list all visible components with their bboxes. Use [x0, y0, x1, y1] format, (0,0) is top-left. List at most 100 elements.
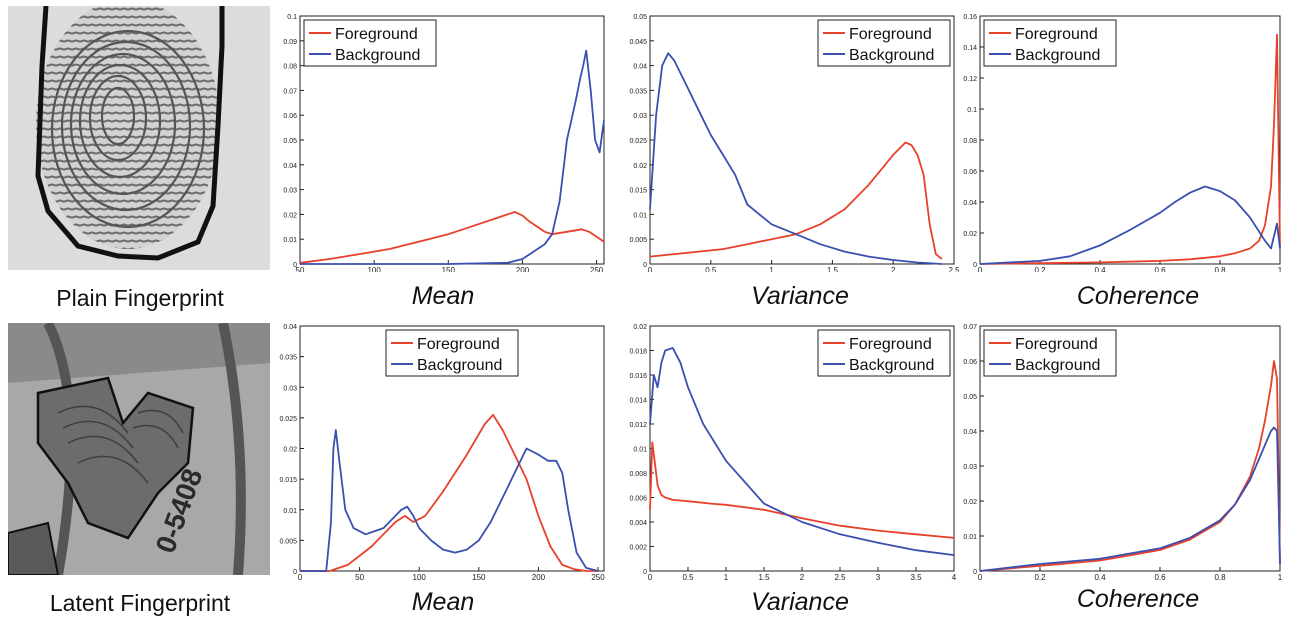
xlabel-variance-plain: Variance — [751, 282, 849, 310]
chart-svg: 0 0.2 0.4 0.6 0.8 1 0 0.01 0.02 0.03 0.04 0.05 0.06 0… — [963, 324, 1283, 582]
xlabel-mean-latent: Mean — [411, 588, 475, 616]
y-tick-label: 0.1 — [967, 107, 977, 114]
y-tick-label: 0.018 — [629, 349, 647, 356]
series-line-foreground — [300, 413, 598, 572]
series-line-foreground — [649, 441, 955, 539]
x-tick-label: 2 — [891, 266, 896, 272]
xlabel-variance-latent: Variance — [751, 588, 849, 616]
y-tick-label: 0.05 — [963, 394, 977, 401]
y-tick-label: 0.06 — [283, 113, 297, 120]
x-tick-label: 150 — [472, 573, 486, 582]
legend: Foreground Background — [303, 19, 437, 67]
y-tick-label: 0.04 — [633, 64, 647, 71]
series-line-background — [649, 347, 955, 556]
y-tick-label: 0.01 — [633, 212, 647, 219]
x-tick-label: 0.5 — [682, 573, 694, 582]
y-tick-label: 0.016 — [629, 373, 647, 380]
legend-label-foreground: Foreground — [849, 26, 932, 43]
legend-label-background: Background — [417, 357, 502, 374]
y-tick-label: 0.012 — [629, 422, 647, 429]
y-tick-label: 0.01 — [283, 237, 297, 244]
y-tick-label: 0.07 — [963, 324, 977, 331]
x-tick-label: 0.2 — [1034, 266, 1046, 272]
x-tick-label: 250 — [591, 573, 605, 582]
y-tick-label: 0.04 — [963, 200, 977, 207]
y-tick-label: 0.14 — [963, 45, 977, 52]
x-tick-label: 50 — [355, 573, 364, 582]
y-tick-label: 0.02 — [633, 163, 647, 170]
series-line-foreground — [979, 33, 1281, 265]
chart-mean-plain: 50 100 150 200 250 0 0.01 0.02 0.03 0.04 0.05 0.06 0… — [278, 10, 608, 277]
x-tick-label: 0.6 — [1154, 266, 1166, 272]
legend-label-background: Background — [1015, 357, 1100, 374]
x-tick-label: 3 — [876, 573, 881, 582]
legend-label-foreground: Foreground — [849, 336, 932, 353]
xlabel-mean-plain: Mean — [411, 282, 475, 310]
x-tick-label: 1 — [1278, 573, 1283, 582]
y-tick-label: 0.014 — [629, 398, 647, 405]
chart-mean-latent: 0 50 100 150 200 250 0 0.005 0.01 0.015 0.02 0.025 0… — [278, 320, 608, 591]
series-line-background — [300, 429, 599, 572]
x-tick-label: 0 — [648, 266, 653, 272]
plain-fingerprint-image — [8, 6, 270, 270]
y-tick-label: 0.03 — [283, 385, 297, 392]
xlabel-coherence-plain: Coherence — [1076, 282, 1200, 310]
y-tick-label: 0.04 — [963, 429, 977, 436]
x-tick-label: 0 — [978, 266, 983, 272]
chart-svg: 0 50 100 150 200 250 0 0.005 0.01 0.015 0.02 0.025 0… — [279, 324, 605, 582]
y-tick-label: 0.01 — [283, 508, 297, 515]
y-tick-label: 0.008 — [629, 471, 647, 478]
series-line-background — [979, 426, 1281, 572]
legend: Foreground Background — [385, 329, 519, 377]
legend: Foreground Background — [817, 19, 951, 67]
x-tick-label: 0 — [978, 573, 983, 582]
y-tick-label: 0.05 — [633, 14, 647, 21]
y-tick-label: 0.03 — [963, 464, 977, 471]
legend-label-foreground: Foreground — [335, 26, 418, 43]
xlabel-coherence-latent: Coherence — [1076, 585, 1200, 613]
legend-label-background: Background — [849, 47, 934, 64]
x-tick-label: 0.8 — [1214, 573, 1226, 582]
y-tick-label: 0.025 — [279, 416, 297, 423]
x-tick-label: 0.6 — [1154, 573, 1166, 582]
y-tick-label: 0.005 — [279, 538, 297, 545]
x-tick-label: 200 — [532, 573, 546, 582]
x-tick-label: 1.5 — [827, 266, 839, 272]
x-tick-label: 0.5 — [705, 266, 717, 272]
y-tick-label: 0.02 — [283, 447, 297, 454]
x-tick-label: 0 — [648, 573, 653, 582]
x-tick-label: 2 — [800, 573, 805, 582]
series-line-foreground — [649, 141, 943, 260]
legend: Foreground Background — [817, 329, 951, 377]
series-line-background — [649, 52, 942, 265]
legend-label-foreground: Foreground — [1015, 26, 1098, 43]
y-tick-label: 0.002 — [629, 545, 647, 552]
y-tick-label: 0.025 — [629, 138, 647, 145]
series-line-background — [300, 49, 605, 265]
x-tick-label: 0.4 — [1094, 266, 1106, 272]
y-tick-label: 0.02 — [633, 324, 647, 331]
y-tick-label: 0.015 — [279, 477, 297, 484]
x-tick-label: 50 — [296, 266, 305, 272]
y-tick-label: 0.05 — [283, 138, 297, 145]
y-tick-label: 0 — [293, 569, 297, 576]
y-tick-label: 0.07 — [283, 88, 297, 95]
plain-fingerprint-caption: Plain Fingerprint — [56, 285, 224, 311]
y-tick-label: 0.03 — [283, 188, 297, 195]
y-tick-label: 0.015 — [629, 188, 647, 195]
y-tick-label: 0 — [293, 262, 297, 269]
chart-svg: 0 0.5 1 1.5 2 2.5 0 0.005 0.01 0.015 0.02 0.025 0.03… — [629, 14, 960, 275]
x-tick-label: 1 — [1278, 266, 1283, 272]
x-tick-label: 200 — [516, 266, 530, 272]
x-tick-label: 100 — [413, 573, 427, 582]
x-tick-label: 100 — [367, 266, 381, 272]
y-tick-label: 0 — [973, 262, 977, 269]
x-tick-label: 1 — [769, 266, 774, 272]
x-tick-label: 2.5 — [948, 266, 959, 272]
legend-label-background: Background — [1015, 47, 1100, 64]
legend: Foreground Background — [983, 329, 1117, 377]
chart-svg: 50 100 150 200 250 0 0.01 0.02 0.03 0.04 0.05 0.06 0… — [283, 14, 605, 275]
y-tick-label: 0.01 — [633, 447, 647, 454]
y-tick-label: 0.06 — [963, 359, 977, 366]
chart-coherence-latent: 0 0.2 0.4 0.6 0.8 1 0 0.01 0.02 0.03 0.04 0.05 0.06 0… — [950, 320, 1285, 591]
